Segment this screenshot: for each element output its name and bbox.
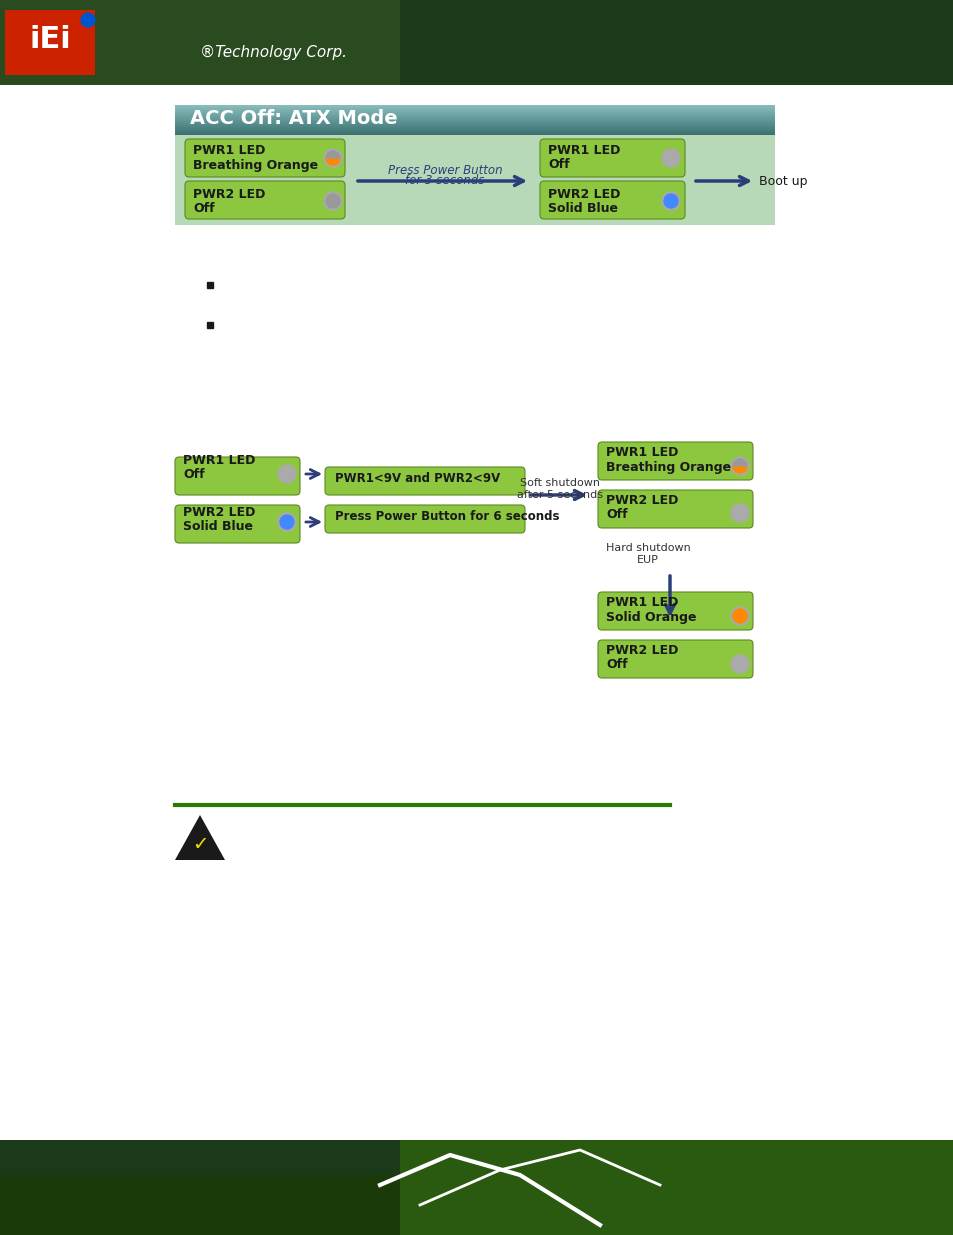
Circle shape [277,466,295,483]
FancyBboxPatch shape [539,182,684,219]
Circle shape [661,149,679,167]
Text: PWR2 LED: PWR2 LED [547,189,619,201]
Text: Press Power Button for 6 seconds: Press Power Button for 6 seconds [335,510,558,522]
FancyBboxPatch shape [325,467,524,495]
FancyBboxPatch shape [598,640,752,678]
Bar [0,1174,399,1235]
Circle shape [324,191,341,210]
Wedge shape [324,149,341,167]
Text: Breathing Orange: Breathing Orange [605,462,730,474]
Text: PWR1 LED: PWR1 LED [193,144,265,158]
Polygon shape [174,815,225,860]
FancyBboxPatch shape [598,490,752,529]
Text: Hard shutdown: Hard shutdown [605,543,690,553]
FancyBboxPatch shape [325,505,524,534]
Text: PWR2 LED: PWR2 LED [605,494,678,506]
Text: Boot up: Boot up [759,174,806,188]
FancyBboxPatch shape [174,505,299,543]
Circle shape [663,194,678,207]
Circle shape [326,194,339,207]
Wedge shape [732,466,746,473]
Text: after 5 seconds: after 5 seconds [517,490,602,500]
FancyBboxPatch shape [174,457,299,495]
Circle shape [661,191,679,210]
Text: PWR1 LED: PWR1 LED [605,447,678,459]
Text: PWR1<9V and PWR2<9V: PWR1<9V and PWR2<9V [335,472,499,484]
Text: for 3 seconds: for 3 seconds [405,174,484,188]
Text: PWR2 LED: PWR2 LED [183,506,255,520]
Circle shape [81,14,95,27]
Text: Press Power Button: Press Power Button [387,163,502,177]
Bar [5,10,95,75]
Wedge shape [732,459,746,466]
Circle shape [730,606,748,625]
Circle shape [663,151,678,165]
Circle shape [277,513,295,531]
Circle shape [730,504,748,522]
Circle shape [280,515,294,529]
FancyBboxPatch shape [185,140,345,177]
Text: Off: Off [547,158,569,172]
Text: Solid Orange: Solid Orange [605,610,696,624]
Text: Off: Off [183,468,204,482]
Circle shape [732,609,746,622]
Wedge shape [730,457,748,475]
Text: Solid Blue: Solid Blue [547,203,618,215]
Wedge shape [326,151,339,158]
Text: Off: Off [605,658,627,672]
Bar [174,135,774,225]
Circle shape [730,655,748,673]
FancyBboxPatch shape [185,182,345,219]
Text: iEi: iEi [30,26,71,54]
Text: Off: Off [605,508,627,520]
FancyBboxPatch shape [539,140,684,177]
Circle shape [280,467,294,480]
Text: PWR1 LED: PWR1 LED [183,454,255,468]
Bar [0,0,953,85]
Text: PWR2 LED: PWR2 LED [193,189,265,201]
Wedge shape [326,158,339,165]
Bar [0,1140,953,1235]
Text: ✓: ✓ [192,836,208,855]
Text: Off: Off [193,203,214,215]
Text: ®Technology Corp.: ®Technology Corp. [200,44,347,59]
Text: Breathing Orange: Breathing Orange [193,158,317,172]
Text: PWR2 LED: PWR2 LED [605,645,678,657]
Bar [0,0,399,85]
Text: EUP: EUP [637,555,659,564]
Text: PWR1 LED: PWR1 LED [605,597,678,610]
Text: Solid Blue: Solid Blue [183,520,253,534]
Text: Soft shutdown: Soft shutdown [519,478,599,488]
Text: ACC Off: ATX Mode: ACC Off: ATX Mode [190,110,397,128]
Circle shape [732,506,746,520]
FancyBboxPatch shape [598,442,752,480]
Text: PWR1 LED: PWR1 LED [547,144,619,158]
Bar [399,1140,953,1235]
Circle shape [732,657,746,671]
FancyBboxPatch shape [598,592,752,630]
